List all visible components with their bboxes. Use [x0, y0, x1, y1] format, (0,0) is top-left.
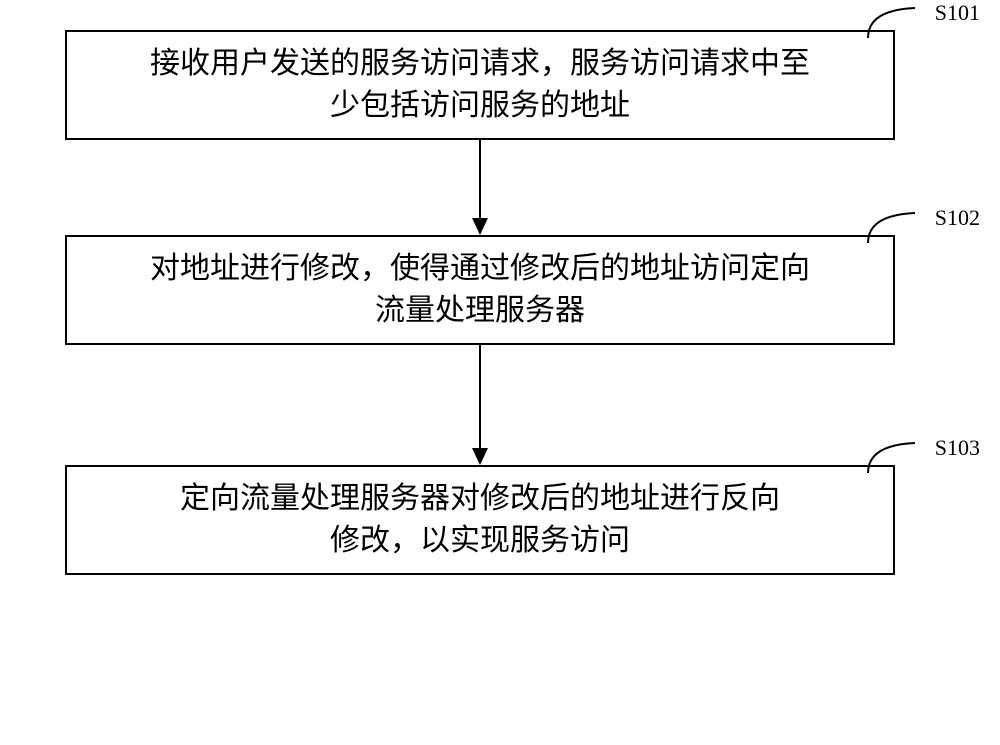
- arrow-1: [65, 140, 895, 235]
- label-arc-s103: [860, 433, 930, 478]
- step-label-s101: S101: [935, 0, 980, 26]
- flowchart-container: 接收用户发送的服务访问请求，服务访问请求中至 少包括访问服务的地址 S101 对…: [50, 30, 950, 575]
- step-box-s101: 接收用户发送的服务访问请求，服务访问请求中至 少包括访问服务的地址: [65, 30, 895, 140]
- step-label-s102: S102: [935, 205, 980, 231]
- step-label-s103: S103: [935, 435, 980, 461]
- step-text-s102: 对地址进行修改，使得通过修改后的地址访问定向 流量处理服务器: [150, 248, 810, 332]
- label-arc-s101: [860, 0, 930, 43]
- step-text-s101: 接收用户发送的服务访问请求，服务访问请求中至 少包括访问服务的地址: [150, 43, 810, 127]
- step-text-s103: 定向流量处理服务器对修改后的地址进行反向 修改，以实现服务访问: [180, 478, 780, 562]
- step-box-s102: 对地址进行修改，使得通过修改后的地址访问定向 流量处理服务器: [65, 235, 895, 345]
- label-arc-s102: [860, 203, 930, 248]
- arrow-2: [65, 345, 895, 465]
- step-box-s103: 定向流量处理服务器对修改后的地址进行反向 修改，以实现服务访问: [65, 465, 895, 575]
